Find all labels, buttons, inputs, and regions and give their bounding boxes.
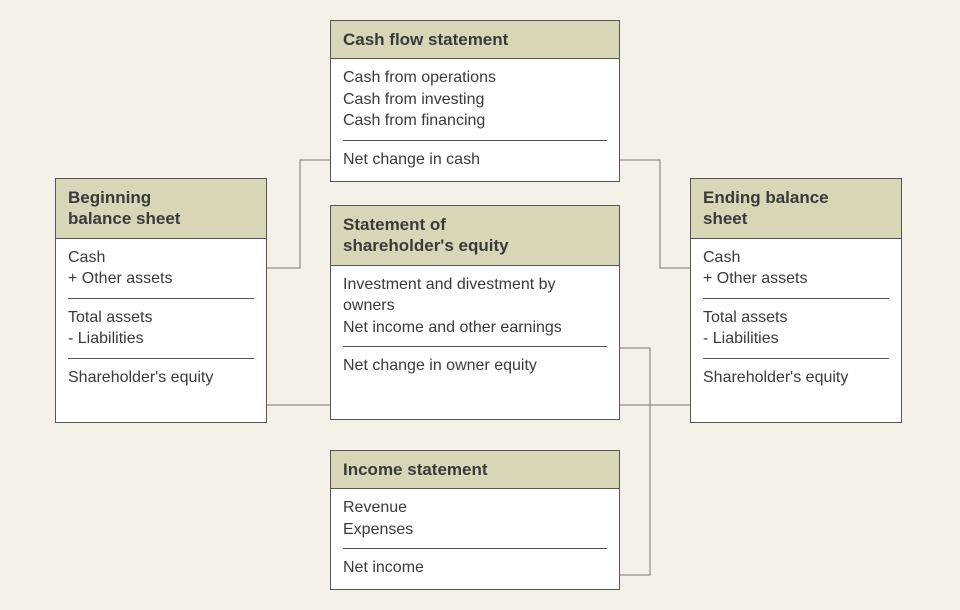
title-line: sheet xyxy=(703,209,747,228)
line: Expenses xyxy=(343,519,607,541)
diagram-canvas: Beginning balance sheet Cash + Other ass… xyxy=(0,0,960,610)
line: Total assets xyxy=(703,307,889,329)
line: Shareholder's equity xyxy=(703,367,889,389)
section-divider xyxy=(343,140,607,141)
node-title: Income statement xyxy=(331,451,619,489)
section-divider xyxy=(343,548,607,549)
node-body: Revenue Expenses Net income xyxy=(331,489,619,589)
node-title: Beginning balance sheet xyxy=(56,179,266,239)
title-line: shareholder's equity xyxy=(343,236,509,255)
title-line: Beginning xyxy=(68,188,151,207)
line: Net income and other earnings xyxy=(343,317,607,339)
line: + Other assets xyxy=(68,268,254,290)
node-beginning-balance-sheet: Beginning balance sheet Cash + Other ass… xyxy=(55,178,267,423)
line: Cash from financing xyxy=(343,110,607,132)
node-title: Statement of shareholder's equity xyxy=(331,206,619,266)
line: Shareholder's equity xyxy=(68,367,254,389)
title-line: balance sheet xyxy=(68,209,180,228)
section-divider xyxy=(68,298,254,299)
title-line: Cash flow statement xyxy=(343,30,508,49)
line: Cash from investing xyxy=(343,89,607,111)
line: Net change in cash xyxy=(343,149,607,171)
line: Revenue xyxy=(343,497,607,519)
section-divider xyxy=(343,346,607,347)
title-line: Income statement xyxy=(343,460,488,479)
line: Total assets xyxy=(68,307,254,329)
title-line: Ending balance xyxy=(703,188,829,207)
node-body: Cash from operations Cash from investing… xyxy=(331,59,619,180)
line: Net income xyxy=(343,557,607,579)
node-income-statement: Income statement Revenue Expenses Net in… xyxy=(330,450,620,590)
line: Cash xyxy=(68,247,254,269)
line: + Other assets xyxy=(703,268,889,290)
node-body: Cash + Other assets Total assets - Liabi… xyxy=(691,239,901,399)
node-body: Cash + Other assets Total assets - Liabi… xyxy=(56,239,266,399)
line: Cash from operations xyxy=(343,67,607,89)
node-body: Investment and divestment by owners Net … xyxy=(331,266,619,387)
line: Cash xyxy=(703,247,889,269)
node-cash-flow-statement: Cash flow statement Cash from operations… xyxy=(330,20,620,182)
node-title: Ending balance sheet xyxy=(691,179,901,239)
section-divider xyxy=(703,298,889,299)
section-divider xyxy=(68,358,254,359)
node-title: Cash flow statement xyxy=(331,21,619,59)
node-ending-balance-sheet: Ending balance sheet Cash + Other assets… xyxy=(690,178,902,423)
line: - Liabilities xyxy=(703,328,889,350)
line: - Liabilities xyxy=(68,328,254,350)
line: Net change in owner equity xyxy=(343,355,607,377)
node-statement-shareholders-equity: Statement of shareholder's equity Invest… xyxy=(330,205,620,420)
line: Investment and divestment by owners xyxy=(343,274,607,317)
title-line: Statement of xyxy=(343,215,446,234)
section-divider xyxy=(703,358,889,359)
